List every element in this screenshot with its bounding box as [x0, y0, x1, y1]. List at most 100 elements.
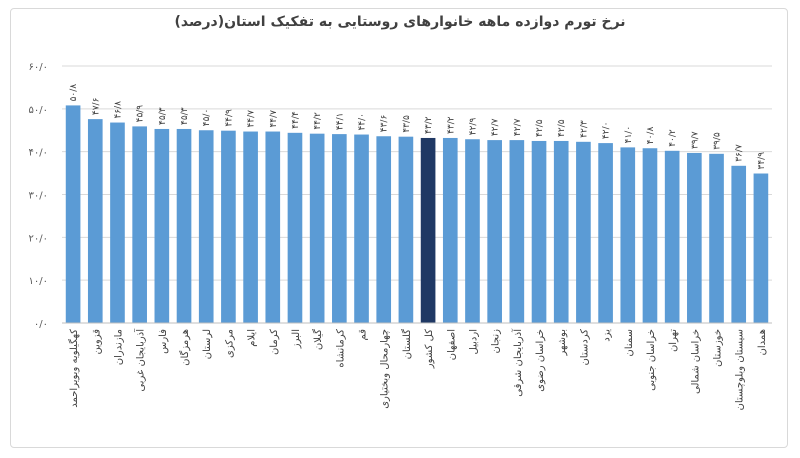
data-label: ۴۴/۴	[291, 111, 301, 129]
category-label: کردستان	[579, 329, 590, 366]
category-label: گیلان	[312, 329, 324, 350]
bar	[309, 133, 325, 323]
data-label: ۴۲/۷	[491, 118, 501, 136]
bar	[154, 128, 170, 323]
bar	[642, 148, 658, 323]
bar	[576, 141, 591, 323]
bar	[442, 137, 458, 323]
bar	[509, 140, 525, 323]
category-label: البرز	[291, 329, 302, 349]
bar	[598, 143, 613, 323]
y-tick-label: ۳۰/۰	[29, 191, 48, 202]
category-label: آذربایجان غربی	[134, 328, 147, 392]
bar	[664, 150, 680, 323]
chart-title: نرخ تورم دوازده ماهه خانوارهای روستایی ب…	[174, 14, 626, 30]
category-label: خوزستان	[713, 329, 724, 367]
bar	[110, 122, 125, 323]
category-label: ایلام	[247, 329, 258, 347]
data-label: ۴۰/۸	[646, 127, 656, 145]
data-label: ۴۱/۰	[624, 126, 634, 144]
category-label: چهارمحال وبختیاری	[380, 329, 391, 409]
bar	[687, 152, 702, 323]
data-label: ۳۴/۹	[757, 152, 767, 170]
data-label: ۴۲/۳	[579, 120, 589, 138]
category-label: هرمزگان	[179, 329, 191, 366]
category-label: اصفهان	[446, 329, 457, 360]
category-label: مازندران	[113, 329, 124, 365]
bar	[398, 136, 414, 323]
category-label: یزد	[602, 329, 613, 342]
bar	[620, 147, 636, 323]
data-label: ۴۵/۳	[180, 107, 190, 125]
data-label: ۴۳/۲	[424, 116, 434, 134]
bar	[376, 136, 392, 323]
category-label: خراسان شمالی	[690, 329, 701, 394]
data-label: ۴۴/۰	[358, 113, 368, 131]
data-label: ۴۳/۲	[446, 116, 456, 134]
data-label: ۴۲/۵	[557, 119, 567, 137]
bar	[487, 140, 502, 323]
y-tick-label: ۶۰/۰	[29, 62, 48, 73]
bar	[87, 119, 103, 323]
bar	[553, 140, 569, 323]
bar	[132, 126, 147, 324]
bar	[753, 173, 769, 323]
category-label: قزوین	[91, 329, 102, 355]
bar	[465, 139, 480, 323]
bar	[221, 130, 236, 323]
category-label: فارس	[158, 329, 169, 354]
data-label: ۴۴/۹	[224, 109, 234, 127]
category-label: لرستان	[202, 329, 213, 359]
category-label: کرمانشاه	[335, 329, 346, 368]
data-label: ۴۴/۲	[313, 112, 323, 130]
data-label: ۴۲/۰	[602, 122, 612, 140]
y-tick-label: ۱۰/۰	[29, 276, 48, 287]
data-label: ۴۳/۶	[380, 115, 390, 133]
category-label: کل کشور	[424, 329, 435, 369]
category-label: همدان	[757, 329, 768, 355]
data-label: ۳۹/۵	[713, 132, 723, 150]
bar	[709, 153, 724, 323]
category-label: آذربایجان شرقی	[511, 328, 524, 397]
data-label: ۴۰/۲	[668, 129, 678, 147]
category-label: گلستان	[401, 329, 413, 360]
category-label: تهران	[668, 329, 679, 352]
category-label: مرکزی	[224, 329, 235, 358]
data-label: ۴۵/۰	[202, 109, 212, 127]
data-label: ۴۵/۳	[158, 107, 168, 125]
bar	[176, 128, 192, 323]
y-tick-label: ۴۰/۰	[29, 148, 48, 159]
category-label: بوشهر	[557, 329, 568, 356]
data-label: ۴۲/۷	[513, 118, 523, 136]
category-label: خراسان جنوبی	[646, 329, 657, 391]
data-label: ۵۰/۸	[69, 84, 79, 102]
category-label: قم	[358, 329, 369, 341]
bar	[198, 130, 214, 323]
y-tick-label: ۲۰/۰	[29, 233, 48, 244]
data-label: ۴۲/۹	[468, 118, 478, 136]
bar	[531, 140, 547, 323]
data-label: ۴۳/۵	[402, 115, 412, 133]
data-label: ۳۹/۷	[690, 131, 700, 149]
data-label: ۴۴/۱	[335, 113, 345, 131]
category-label: کهگیلویه وبویراحمد	[68, 329, 80, 408]
category-label: سمنان	[624, 329, 635, 357]
bar	[731, 165, 747, 323]
bar	[420, 137, 436, 323]
bar	[65, 105, 81, 323]
category-label: زنجان	[491, 329, 502, 354]
category-label: سیستان وبلوچستان	[735, 329, 746, 411]
bar	[332, 134, 347, 323]
bar	[265, 131, 281, 323]
y-tick-label: ۵۰/۰	[29, 105, 48, 116]
y-tick-label: ۰/۰	[34, 319, 48, 330]
data-label: ۴۵/۹	[136, 105, 146, 123]
data-label: ۴۴/۷	[247, 110, 257, 128]
category-label: اردبیل	[468, 329, 479, 354]
bar	[243, 131, 258, 323]
data-label: ۴۴/۷	[269, 110, 279, 128]
data-label: ۴۶/۸	[113, 101, 123, 119]
data-label: ۴۷/۶	[91, 97, 101, 115]
bar	[354, 134, 369, 323]
